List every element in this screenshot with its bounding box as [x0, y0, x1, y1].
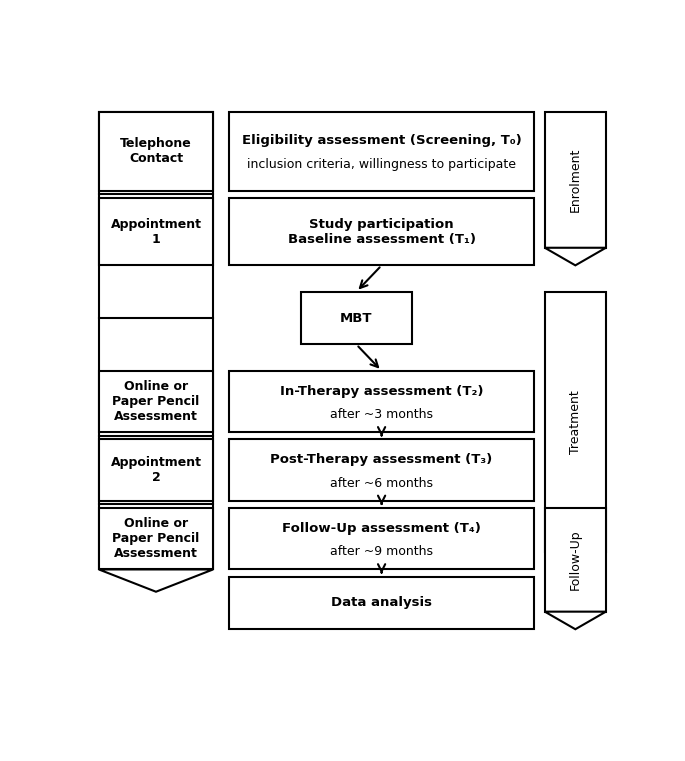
Bar [545, 508, 606, 612]
Text: Follow-Up: Follow-Up [569, 530, 582, 590]
Text: Online or
Paper Pencil
Assessment: Online or Paper Pencil Assessment [112, 380, 199, 423]
Bar [99, 112, 213, 569]
Bar [99, 371, 213, 432]
Text: inclusion criteria, willingness to participate: inclusion criteria, willingness to parti… [247, 158, 516, 170]
Bar [99, 508, 213, 569]
Bar [99, 198, 213, 266]
Polygon shape [99, 569, 213, 592]
Text: Telephone
Contact: Telephone Contact [120, 138, 192, 165]
Text: In-Therapy assessment (T₂): In-Therapy assessment (T₂) [280, 384, 484, 397]
Text: Appointment
1: Appointment 1 [110, 218, 201, 246]
Text: Follow-Up assessment (T₄): Follow-Up assessment (T₄) [282, 521, 481, 535]
Polygon shape [545, 248, 606, 266]
Bar [229, 439, 534, 501]
Text: Appointment
2: Appointment 2 [110, 456, 201, 484]
Text: Study participation
Baseline assessment (T₁): Study participation Baseline assessment … [288, 218, 475, 246]
Text: Online or
Paper Pencil
Assessment: Online or Paper Pencil Assessment [112, 517, 199, 560]
Text: Treatment: Treatment [569, 390, 582, 454]
Text: after ~3 months: after ~3 months [330, 408, 433, 421]
Bar [301, 291, 412, 345]
Bar [229, 371, 534, 432]
Text: Post-Therapy assessment (T₃): Post-Therapy assessment (T₃) [271, 453, 493, 466]
Text: Eligibility assessment (Screening, T₀): Eligibility assessment (Screening, T₀) [242, 135, 521, 148]
Text: Enrolment: Enrolment [569, 148, 582, 212]
Text: MBT: MBT [340, 311, 373, 325]
Polygon shape [545, 552, 606, 569]
Bar [545, 112, 606, 248]
Bar [229, 508, 534, 569]
Bar [229, 112, 534, 191]
Bar [229, 577, 534, 629]
Text: after ~9 months: after ~9 months [330, 545, 433, 558]
Polygon shape [545, 612, 606, 629]
Bar [99, 439, 213, 501]
Text: after ~6 months: after ~6 months [330, 476, 433, 489]
Bar [545, 291, 606, 552]
Bar [99, 112, 213, 191]
Bar [229, 198, 534, 266]
Text: Data analysis: Data analysis [331, 597, 432, 610]
